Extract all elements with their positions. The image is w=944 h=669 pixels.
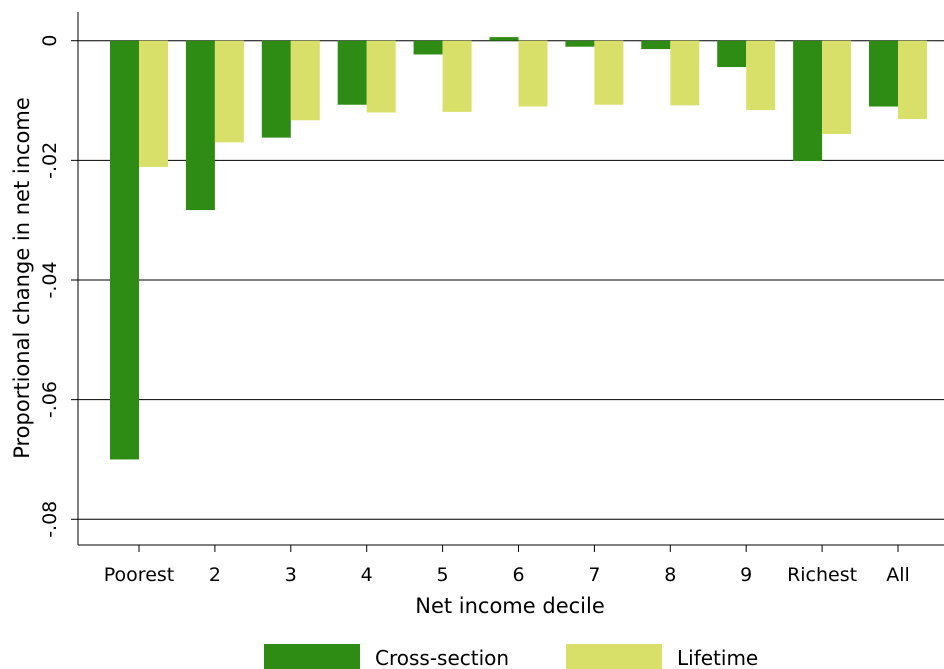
y-tick-label-4: -.08 xyxy=(39,501,61,538)
y-tick-label-3: -.06 xyxy=(39,381,61,418)
bar-cross-section-5 xyxy=(489,37,519,41)
x-axis-label: Net income decile xyxy=(415,594,605,618)
x-tick-label-10: All xyxy=(886,564,910,586)
bar-lifetime-7 xyxy=(670,40,700,106)
bar-lifetime-2 xyxy=(290,40,320,121)
bar-cross-section-10 xyxy=(869,40,898,107)
bar-lifetime-3 xyxy=(366,40,396,113)
bar-cross-section-8 xyxy=(717,40,747,68)
y-ticks: 0 -.02 -.04 -.06 -.08 xyxy=(39,35,78,538)
bar-lifetime-9 xyxy=(822,40,852,135)
y-tick-label-1: -.02 xyxy=(39,142,61,179)
y-tick-label-2: -.04 xyxy=(39,261,61,298)
bar-lifetime-5 xyxy=(518,40,548,107)
x-tick-label-9: Richest xyxy=(787,564,857,586)
x-tick-label-5: 6 xyxy=(512,564,524,586)
x-tick-label-7: 8 xyxy=(664,564,676,586)
legend-label-cross-section: Cross-section xyxy=(375,646,509,669)
bar-cross-section-1 xyxy=(185,40,215,211)
bar-cross-section-9 xyxy=(793,40,823,161)
y-axis-label: Proportional change in net income xyxy=(10,97,34,459)
bar-lifetime-0 xyxy=(139,40,168,167)
x-tick-label-1: 2 xyxy=(209,564,221,586)
bar-cross-section-0 xyxy=(110,40,139,460)
axes xyxy=(77,12,944,546)
legend: Cross-section Lifetime xyxy=(264,644,758,669)
bar-cross-section-4 xyxy=(413,40,443,55)
bar-lifetime-1 xyxy=(214,40,244,143)
bar-cross-section-3 xyxy=(337,40,367,105)
bars xyxy=(110,37,927,460)
x-tick-label-3: 4 xyxy=(361,564,373,586)
x-tick-label-2: 3 xyxy=(285,564,297,586)
x-tick-label-4: 5 xyxy=(437,564,449,586)
bar-lifetime-8 xyxy=(746,40,776,111)
legend-label-lifetime: Lifetime xyxy=(677,646,758,669)
x-tick-label-6: 7 xyxy=(588,564,600,586)
bar-cross-section-2 xyxy=(261,40,291,138)
x-tick-label-0: Poorest xyxy=(104,564,174,586)
bar-cross-section-7 xyxy=(641,40,671,50)
bar-lifetime-10 xyxy=(898,40,927,120)
x-ticks: Poorest 2 3 4 5 6 7 8 9 Richest All xyxy=(104,545,910,586)
bar-cross-section-6 xyxy=(565,40,595,47)
legend-swatch-cross-section xyxy=(264,644,360,669)
y-tick-label-0: 0 xyxy=(39,35,61,47)
x-tick-label-8: 9 xyxy=(740,564,752,586)
bar-lifetime-4 xyxy=(442,40,472,112)
bar-lifetime-6 xyxy=(594,40,624,105)
legend-swatch-lifetime xyxy=(566,644,662,669)
